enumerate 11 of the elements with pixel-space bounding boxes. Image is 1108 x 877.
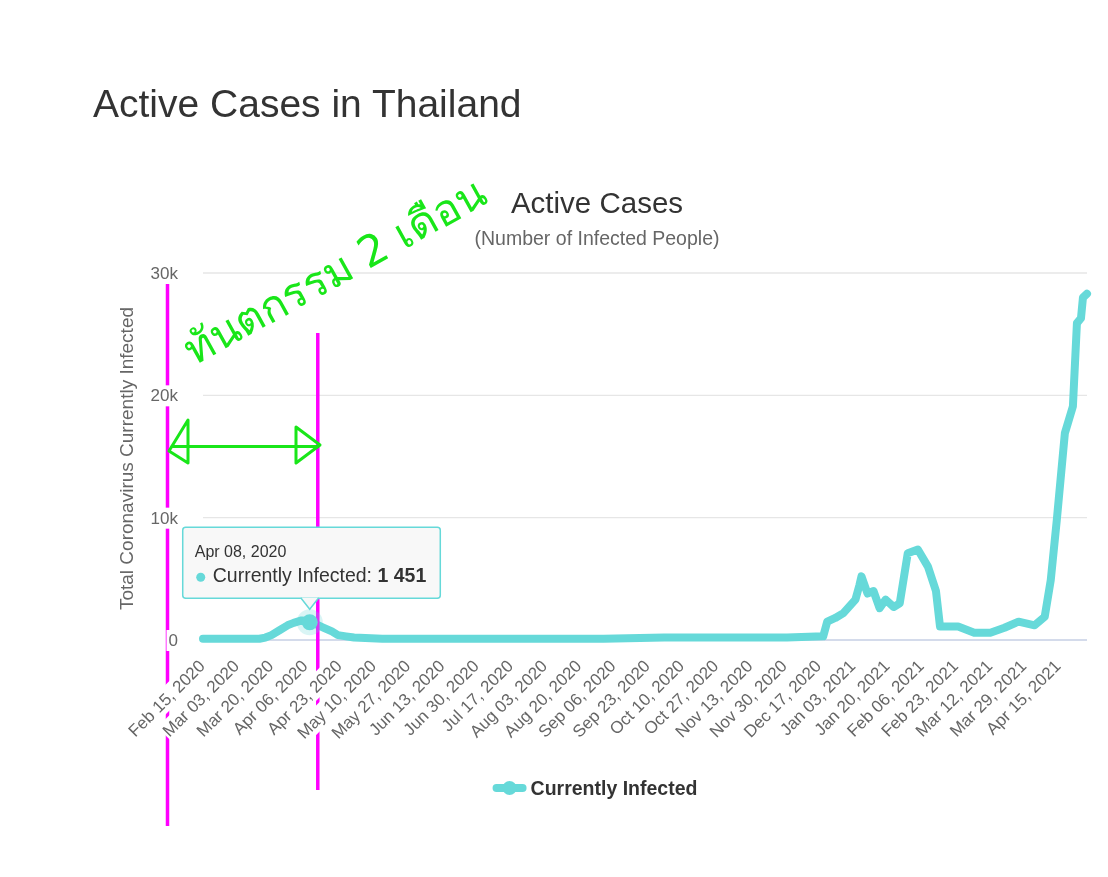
legend: Currently Infected — [492, 777, 698, 799]
y-tick-label: 0 — [168, 631, 178, 650]
y-tick-label: 30k — [150, 264, 179, 283]
y-tick-label: 20k — [150, 386, 179, 406]
legend-label: Currently Infected — [530, 777, 698, 799]
chart-title: Active Cases in Thailand — [93, 82, 522, 125]
y-axis-title: Total Coronavirus Currently Infected — [116, 306, 137, 611]
annotation: Apr 08, 2020 Currently Infected: 1 451 — [194, 543, 427, 587]
tooltip: Apr 08, 2020 Currently Infected: 1 451 — [181, 526, 442, 636]
y-tick-label: 10k — [150, 508, 179, 528]
chart-subtitle: Active Cases — [510, 186, 684, 219]
